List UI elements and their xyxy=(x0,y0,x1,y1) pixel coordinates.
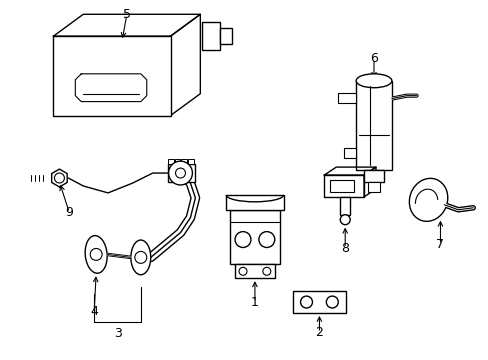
Text: 2: 2 xyxy=(315,326,323,339)
Bar xyxy=(330,180,353,192)
Bar xyxy=(292,291,346,313)
Bar xyxy=(181,159,187,164)
Circle shape xyxy=(258,231,274,247)
Bar xyxy=(340,197,349,215)
Circle shape xyxy=(325,296,338,308)
Bar xyxy=(53,36,170,116)
Circle shape xyxy=(175,168,185,178)
Text: 3: 3 xyxy=(114,327,122,340)
Bar xyxy=(344,148,355,158)
Bar xyxy=(167,159,173,164)
Polygon shape xyxy=(324,167,375,175)
Circle shape xyxy=(239,267,246,275)
Circle shape xyxy=(300,296,312,308)
Bar xyxy=(167,164,195,182)
Polygon shape xyxy=(170,14,200,116)
Text: 8: 8 xyxy=(341,242,348,255)
Bar xyxy=(235,264,274,278)
Polygon shape xyxy=(364,167,375,197)
Bar xyxy=(225,195,283,210)
Bar xyxy=(220,28,232,44)
Bar xyxy=(355,81,391,170)
Text: 4: 4 xyxy=(90,306,98,319)
Text: 1: 1 xyxy=(250,296,258,309)
Circle shape xyxy=(340,215,349,225)
Text: 5: 5 xyxy=(122,8,131,21)
Polygon shape xyxy=(52,169,67,187)
Bar xyxy=(202,22,220,50)
Bar xyxy=(364,170,383,182)
Ellipse shape xyxy=(355,74,391,88)
Ellipse shape xyxy=(408,178,447,221)
Bar xyxy=(230,210,279,264)
Text: 6: 6 xyxy=(369,53,377,66)
Circle shape xyxy=(235,231,250,247)
Bar xyxy=(174,159,180,164)
Ellipse shape xyxy=(85,235,107,273)
Text: 7: 7 xyxy=(436,238,444,251)
Bar xyxy=(188,159,194,164)
Polygon shape xyxy=(53,14,200,36)
Circle shape xyxy=(135,251,146,264)
Circle shape xyxy=(90,248,102,260)
Circle shape xyxy=(168,161,192,185)
Bar xyxy=(367,182,379,192)
Bar xyxy=(338,93,355,103)
Circle shape xyxy=(54,173,64,183)
Text: 9: 9 xyxy=(65,206,73,219)
Bar xyxy=(324,175,364,197)
Ellipse shape xyxy=(131,240,150,275)
Circle shape xyxy=(263,267,270,275)
